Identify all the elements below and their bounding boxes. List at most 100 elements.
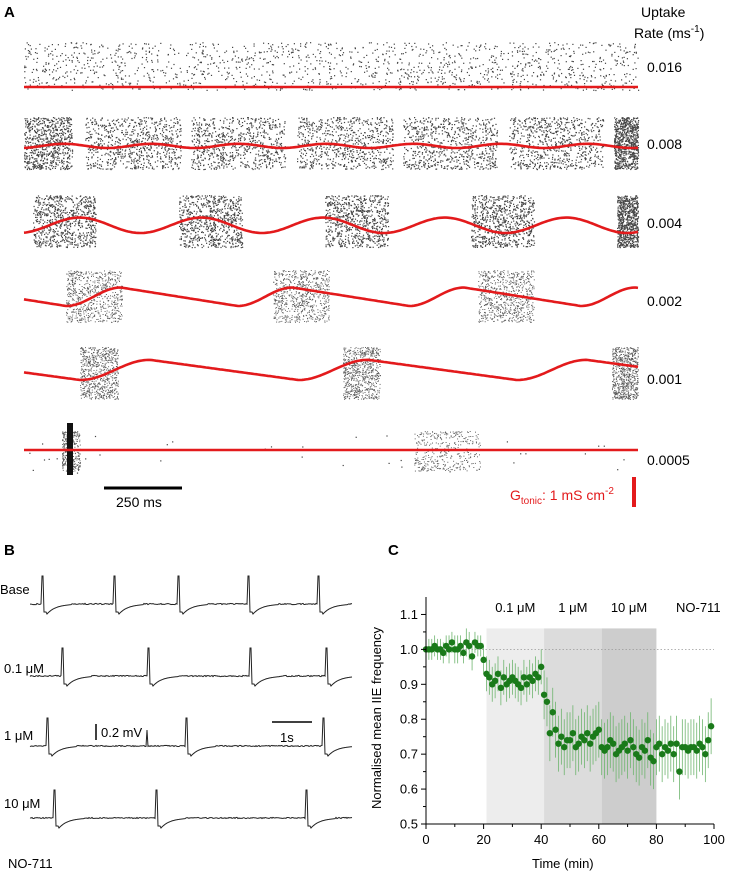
raster-spike [463, 132, 465, 134]
raster-spike [159, 128, 161, 130]
raster-spike [145, 59, 147, 61]
raster-spike [211, 58, 213, 60]
raster-spike [329, 158, 331, 160]
raster-spike [38, 124, 40, 126]
raster-spike [157, 59, 159, 61]
raster-spike [91, 156, 93, 158]
raster-spike [62, 75, 64, 77]
raster-spike [124, 62, 126, 64]
raster-spike [417, 147, 419, 149]
raster-spike [139, 156, 141, 159]
raster-spike [570, 65, 572, 68]
raster-spike [464, 118, 466, 120]
raster-spike [327, 62, 329, 64]
raster-spike [381, 168, 383, 171]
raster-spike [510, 166, 512, 168]
raster-spike [252, 136, 254, 138]
raster-spike [484, 124, 487, 126]
raster-spike [450, 141, 453, 143]
raster-spike [413, 71, 415, 73]
raster-row-0 [24, 42, 640, 92]
raster-spike [222, 155, 224, 157]
raster-spike [136, 152, 138, 154]
raster-spike [292, 56, 294, 58]
raster-spike [231, 137, 233, 139]
raster-spike [65, 43, 67, 45]
raster-spike [391, 128, 393, 130]
raster-spike [337, 149, 339, 151]
raster-spike [287, 44, 289, 46]
raster-spike [248, 138, 251, 140]
raster-spike [179, 82, 181, 84]
raster-spike [153, 76, 155, 78]
raster-spike [264, 132, 266, 134]
raster-spike [496, 63, 498, 65]
raster-spike [537, 66, 539, 68]
raster-spike [488, 131, 490, 133]
raster-spike [450, 167, 452, 169]
raster-spike [402, 53, 404, 55]
raster-spike [436, 138, 438, 140]
raster-spike [472, 138, 474, 140]
raster-spike [434, 139, 436, 141]
raster-spike [319, 83, 321, 85]
raster-spike [272, 72, 274, 74]
raster-spike [46, 48, 48, 50]
raster-spike [605, 81, 607, 83]
raster-spike [446, 168, 448, 170]
raster-spike [49, 142, 51, 144]
raster-spike [83, 64, 85, 66]
raster-spike [130, 119, 132, 121]
raster-spike [172, 168, 174, 171]
raster-spike [212, 43, 214, 45]
raster-spike [569, 128, 571, 130]
raster-spike [213, 127, 215, 129]
raster-spike [341, 47, 343, 49]
raster-spike [325, 130, 327, 132]
raster-spike [625, 82, 628, 84]
raster-spike [264, 137, 266, 139]
raster-spike [463, 156, 465, 158]
raster-spike [41, 122, 43, 124]
raster-spike [25, 122, 27, 124]
raster-spike [203, 151, 205, 153]
raster-spike [481, 156, 483, 158]
raster-spike [364, 132, 366, 134]
raster-spike [113, 129, 116, 131]
raster-spike [203, 71, 205, 73]
raster-spike [517, 73, 519, 75]
raster-spike [436, 127, 438, 129]
raster-spike [135, 166, 137, 168]
raster-spike [208, 150, 210, 152]
raster-spike [337, 83, 339, 85]
raster-spike [109, 131, 111, 133]
raster-spike [437, 117, 439, 119]
raster-spike [97, 125, 100, 127]
raster-spike [456, 159, 458, 161]
raster-spike [307, 148, 309, 150]
raster-spike [235, 66, 237, 68]
raster-spike [220, 152, 222, 154]
raster-spike [213, 168, 215, 170]
raster-spike [62, 60, 64, 62]
raster-spike [284, 82, 286, 84]
raster-spike [86, 165, 88, 167]
raster-spike [615, 60, 617, 62]
raster-spike [47, 140, 49, 142]
raster-spike [67, 127, 69, 129]
raster-spike [331, 77, 333, 79]
raster-spike [411, 164, 413, 167]
raster-spike [471, 153, 473, 155]
raster-spike [583, 78, 585, 81]
raster-spike [329, 68, 331, 70]
raster-spike [374, 67, 376, 69]
raster-spike [549, 42, 551, 44]
raster-spike [183, 84, 185, 86]
raster-spike [46, 155, 48, 157]
raster-spike [305, 56, 307, 58]
raster-spike [35, 160, 37, 162]
raster-spike [258, 168, 260, 170]
raster-spike [242, 163, 244, 165]
raster-spike [454, 76, 456, 78]
raster-spike [431, 153, 434, 155]
